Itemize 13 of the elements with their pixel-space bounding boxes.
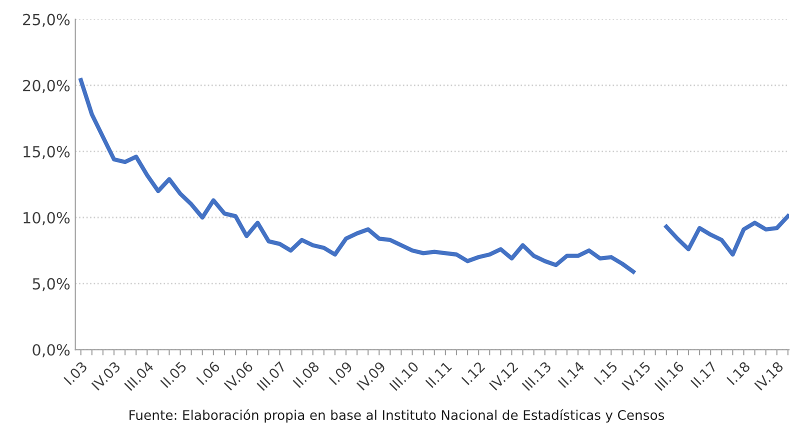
x-tick-label: I.09	[328, 360, 353, 386]
x-tick-label: I.12	[461, 361, 486, 386]
y-tick-label: 15,0%	[24, 146, 70, 160]
x-tick-label: I.03	[63, 361, 88, 386]
x-tick-label: I.18	[726, 360, 751, 386]
y-tick-label: 10,0%	[24, 212, 70, 226]
y-tick-label: 25,0%	[23, 14, 70, 27]
y-tick-label: 5,0%	[32, 278, 70, 292]
y-tick-label: 20,0%	[23, 80, 70, 93]
x-tick-label: I.06	[196, 360, 220, 386]
y-tick-label: 0,0%	[32, 344, 70, 358]
x-tick-label: I.15	[594, 361, 618, 386]
source-note: Fuente: Elaboración propia en base al Instituto Nacional de Estadísticas y Censos	[130, 409, 664, 423]
